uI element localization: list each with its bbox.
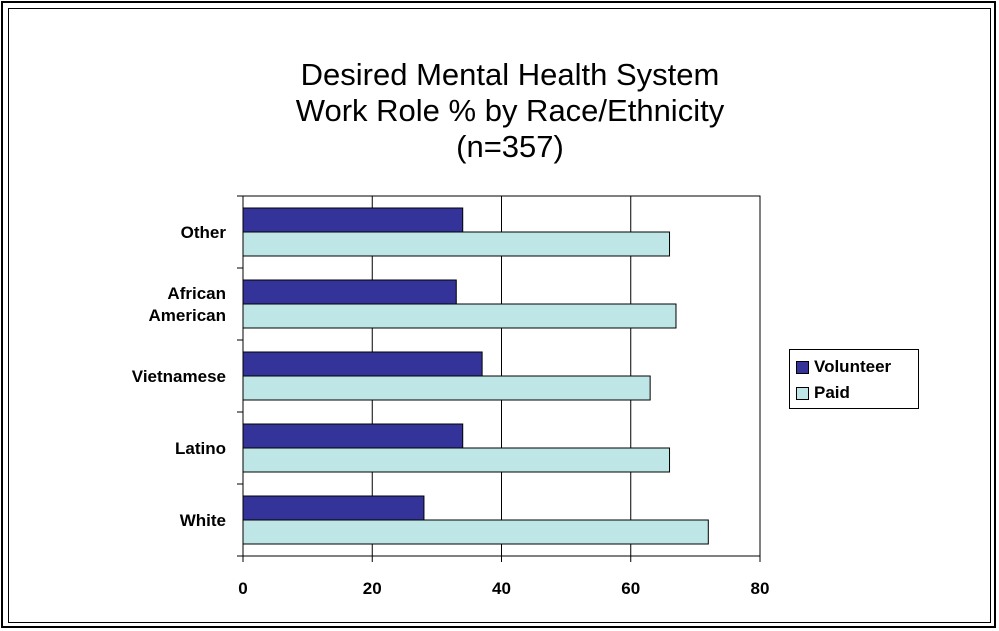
y-category-label: Other bbox=[181, 223, 227, 242]
legend-item-volunteer: Volunteer bbox=[796, 357, 891, 377]
chart-inner-frame bbox=[8, 8, 991, 623]
legend-swatch-volunteer bbox=[796, 360, 809, 374]
y-category-label: Latino bbox=[175, 439, 226, 458]
bar-volunteer-vietnamese bbox=[242, 351, 483, 377]
bar-paid-african-american bbox=[242, 303, 677, 329]
y-category-label: Vietnamese bbox=[132, 367, 226, 386]
bar-paid-latino bbox=[242, 447, 671, 473]
x-tick-label: 20 bbox=[363, 579, 382, 598]
bar-volunteer-other bbox=[242, 207, 464, 233]
chart-title-line-2: Work Role % by Race/Ethnicity bbox=[295, 93, 725, 128]
chart-title-line-3: (n=357) bbox=[456, 129, 564, 164]
bar-paid-white bbox=[242, 519, 709, 545]
bar-paid-vietnamese bbox=[242, 375, 651, 401]
legend-item-paid: Paid bbox=[796, 383, 850, 403]
legend-swatch-paid bbox=[796, 386, 809, 400]
y-category-label: White bbox=[180, 511, 226, 530]
bar-volunteer-latino bbox=[242, 423, 464, 449]
bar-volunteer-white bbox=[242, 495, 425, 521]
x-tick-label: 60 bbox=[621, 579, 640, 598]
legend-label-volunteer: Volunteer bbox=[814, 357, 892, 376]
bar-paid-other bbox=[242, 231, 671, 257]
bar-volunteer-african-american bbox=[242, 279, 457, 305]
legend-label-paid: Paid bbox=[814, 383, 850, 402]
y-category-label: African American bbox=[149, 284, 226, 325]
x-tick-label: 80 bbox=[751, 579, 770, 598]
legend: Volunteer Paid bbox=[789, 349, 919, 409]
chart-title-line-1: Desired Mental Health System bbox=[300, 57, 720, 92]
chart-title: Desired Mental Health System Work Role %… bbox=[160, 57, 860, 165]
x-tick-label: 40 bbox=[492, 579, 511, 598]
x-tick-label: 0 bbox=[238, 579, 247, 598]
